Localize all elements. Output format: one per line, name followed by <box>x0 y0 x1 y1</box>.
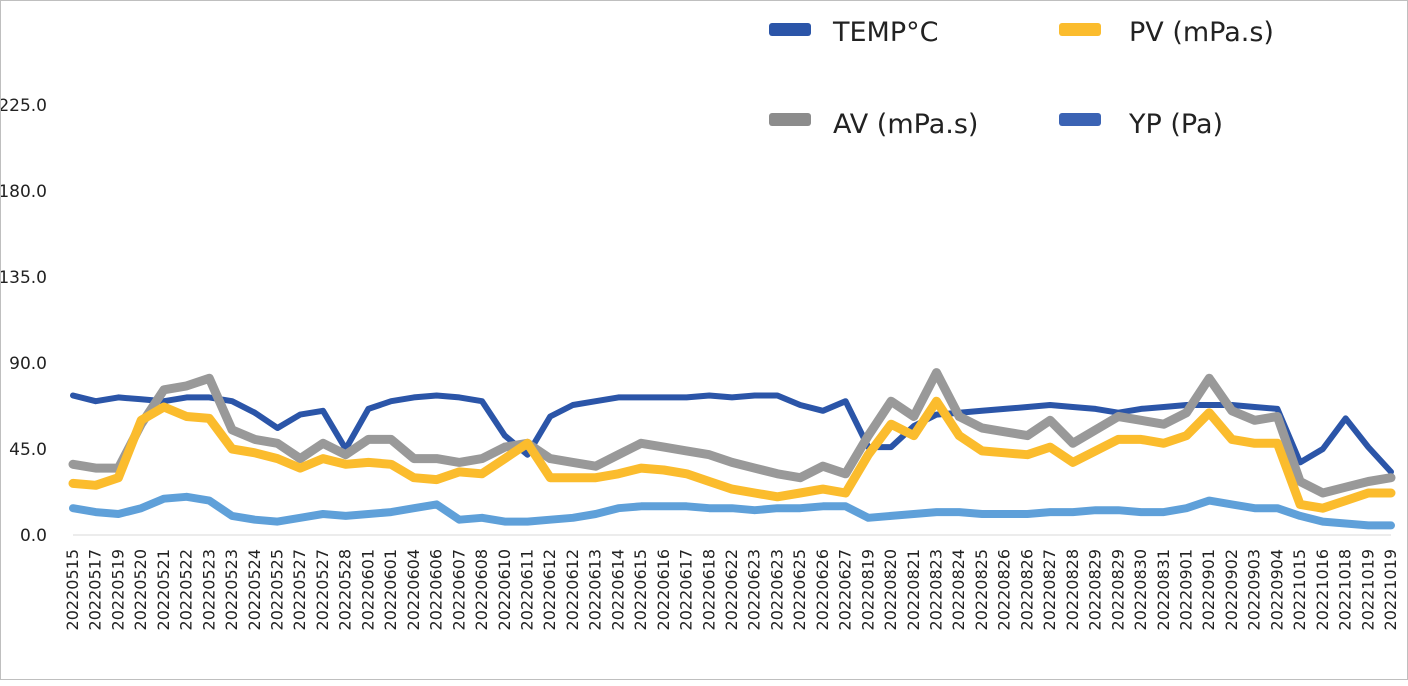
x-tick-label: 20220824 <box>949 549 968 630</box>
y-tick-label: 0.0 <box>20 526 47 546</box>
x-tick-label: 20220522 <box>177 549 196 630</box>
x-tick-label: 20220523 <box>222 549 241 630</box>
x-tick-label: 20220616 <box>654 549 673 630</box>
y-tick-label: 45.0 <box>9 440 47 460</box>
legend-label: AV (mPa.s) <box>833 109 978 140</box>
legend-label: TEMP°C <box>832 17 938 48</box>
x-tick-label: 20220517 <box>86 549 105 630</box>
y-tick-label: 90.0 <box>9 354 47 374</box>
legend-swatch <box>1059 113 1101 126</box>
x-tick-label: 20220610 <box>495 549 514 630</box>
x-tick-label: 20220831 <box>1154 549 1173 630</box>
x-tick-label: 20220527 <box>313 549 332 630</box>
x-tick-label: 20220825 <box>972 549 991 630</box>
x-tick-label: 20220827 <box>1040 549 1059 630</box>
x-tick-label: 20220601 <box>381 549 400 630</box>
x-tick-label: 20220829 <box>1108 549 1127 630</box>
series-layer <box>73 373 1391 526</box>
x-tick-label: 20221016 <box>1313 549 1332 630</box>
x-tick-label: 20220613 <box>586 549 605 630</box>
x-tick-label: 20220821 <box>904 549 923 630</box>
legend-label: PV (mPa.s) <box>1129 17 1274 48</box>
x-tick-label: 20220623 <box>767 549 786 630</box>
x-tick-label: 20220521 <box>154 549 173 630</box>
x-tick-label: 20220515 <box>63 549 82 630</box>
x-tick-label: 20220626 <box>813 549 832 630</box>
x-tick-label: 20220618 <box>699 549 718 630</box>
series-line-yp-pa <box>73 497 1391 526</box>
x-tick-label: 20220520 <box>131 549 150 630</box>
x-tick-label: 20220826 <box>1017 549 1036 630</box>
x-tick-label: 20220826 <box>995 549 1014 630</box>
x-tick-label: 20220519 <box>108 549 127 630</box>
x-tick-label: 20220601 <box>358 549 377 630</box>
x-tick-label: 20220527 <box>290 549 309 630</box>
x-tick-label: 20221019 <box>1381 549 1400 630</box>
y-tick-label: 180.0 <box>1 182 47 202</box>
x-tick-label: 20220819 <box>858 549 877 630</box>
legend-swatch <box>1059 23 1101 36</box>
x-tick-label: 20220823 <box>927 549 946 630</box>
x-tick-label: 20220903 <box>1245 549 1264 630</box>
legend-swatch <box>769 23 811 36</box>
x-tick-label: 20220606 <box>427 549 446 630</box>
y-tick-label: 135.0 <box>1 268 47 288</box>
x-tick-label: 20220828 <box>1063 549 1082 630</box>
x-tick-label: 20220523 <box>199 549 218 630</box>
x-tick-label: 20220612 <box>563 549 582 630</box>
x-tick-label: 20220612 <box>540 549 559 630</box>
x-tick-label: 20220901 <box>1176 549 1195 630</box>
x-tick-label: 20220830 <box>1131 549 1150 630</box>
x-tick-label: 20220617 <box>677 549 696 630</box>
x-tick-label: 20221018 <box>1336 549 1355 630</box>
x-tick-label: 20221015 <box>1290 549 1309 630</box>
y-tick-label: 225.0 <box>1 96 47 116</box>
legend: TEMP°C PV (mPa.s) AV (mPa.s) YP (Pa) <box>769 17 1274 140</box>
x-tick-label: 20220614 <box>608 549 627 630</box>
x-tick-label: 20220902 <box>1222 549 1241 630</box>
x-tick-label: 20220625 <box>790 549 809 630</box>
x-tick-label: 20220607 <box>449 549 468 630</box>
x-tick-label: 20220615 <box>631 549 650 630</box>
x-tick-label: 20220604 <box>404 549 423 630</box>
x-tick-label: 20220901 <box>1199 549 1218 630</box>
x-tick-label: 20220904 <box>1267 549 1286 630</box>
x-tick-label: 20221019 <box>1358 549 1377 630</box>
x-tick-label: 20220622 <box>722 549 741 630</box>
x-tick-label: 20220608 <box>472 549 491 630</box>
legend-label: YP (Pa) <box>1128 109 1223 140</box>
x-tick-label: 20220627 <box>836 549 855 630</box>
x-tick-label: 20220623 <box>745 549 764 630</box>
x-tick-label: 20220525 <box>268 549 287 630</box>
y-axis: 0.0 45.0 90.0 135.0 180.0 225.0 <box>1 96 47 546</box>
x-tick-label: 20220611 <box>517 549 536 630</box>
x-tick-label: 20220524 <box>245 549 264 630</box>
legend-swatch <box>769 113 811 126</box>
x-tick-label: 20220829 <box>1086 549 1105 630</box>
series-line-pv-mpa-s <box>73 401 1391 508</box>
x-tick-label: 20220820 <box>881 549 900 630</box>
x-tick-label: 20220528 <box>336 549 355 630</box>
